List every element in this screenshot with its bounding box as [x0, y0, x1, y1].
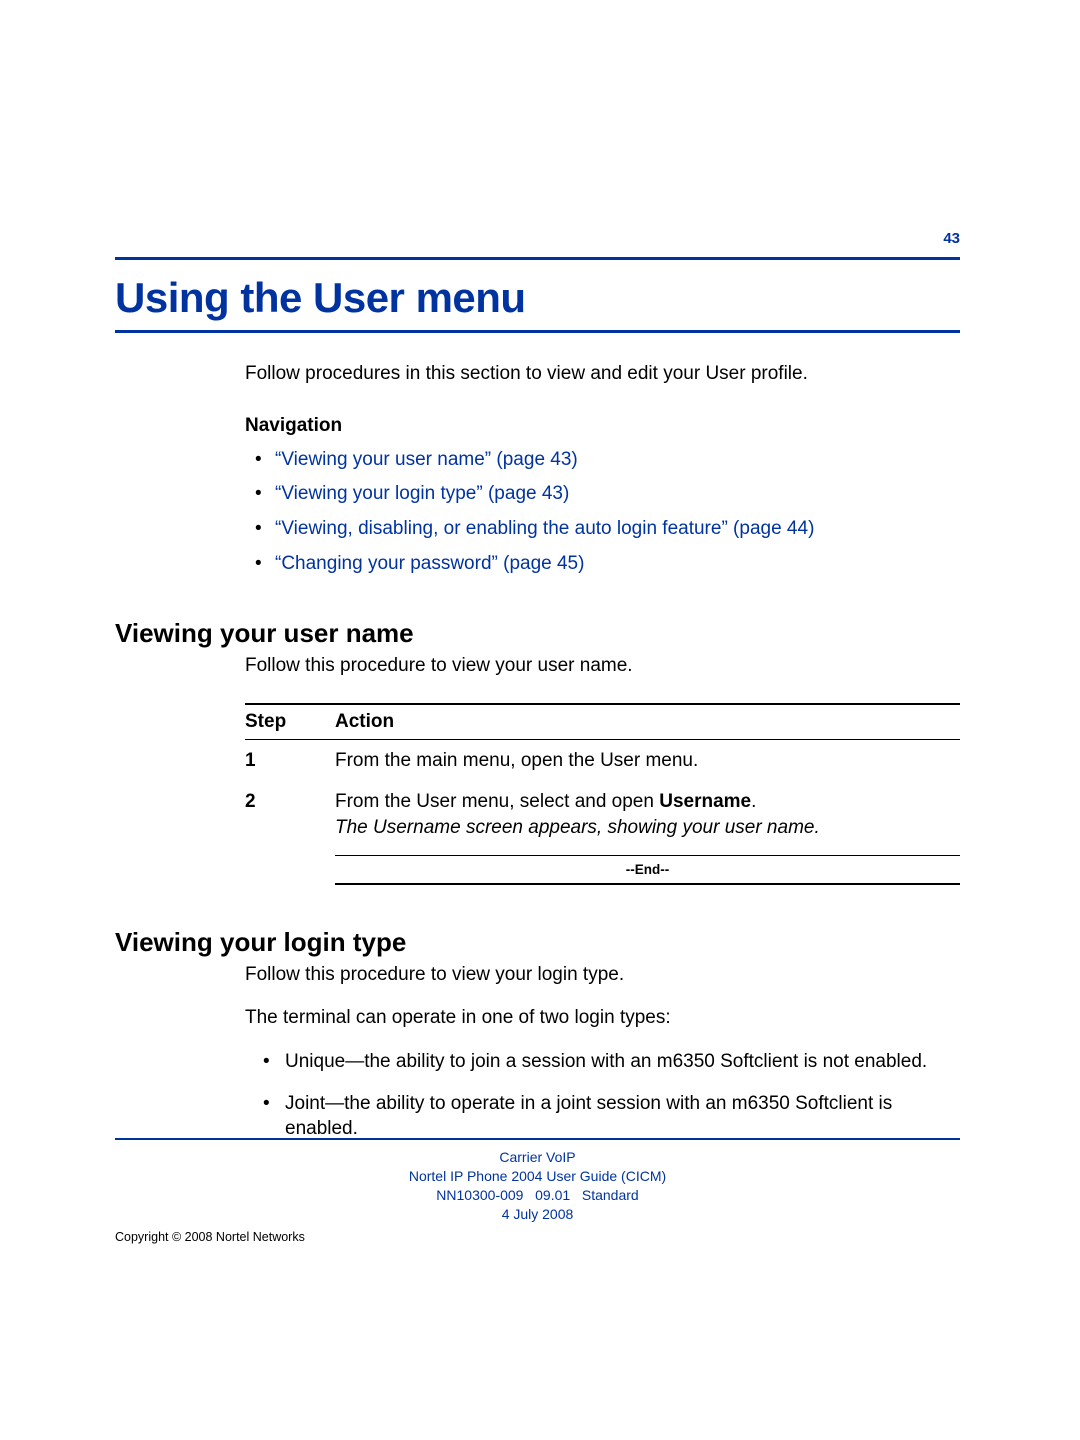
page-title: Using the User menu	[115, 274, 960, 322]
action-bold: Username	[659, 791, 751, 812]
list-item: Joint—the ability to operate in a joint …	[245, 1091, 960, 1142]
intro-block: Follow procedures in this section to vie…	[245, 361, 960, 576]
table-rule	[335, 883, 960, 885]
step-number: 1	[245, 748, 335, 774]
footer-line1: Carrier VoIP	[115, 1148, 960, 1167]
section2-intro: Follow this procedure to view your login…	[245, 962, 960, 988]
footer-rule	[115, 1138, 960, 1140]
step-table: Step Action 1 From the main menu, open t…	[245, 703, 960, 885]
nav-link[interactable]: “Viewing your login type” (page 43)	[275, 483, 569, 504]
step-action: From the User menu, select and open User…	[335, 789, 960, 840]
footer-standard: Standard	[582, 1187, 639, 1203]
navigation-list: “Viewing your user name” (page 43) “View…	[245, 447, 960, 577]
nav-link[interactable]: “Changing your password” (page 45)	[275, 553, 584, 574]
section-heading-username: Viewing your user name	[115, 618, 960, 649]
footer-line4: 4 July 2008	[115, 1205, 960, 1224]
end-label: --End--	[335, 856, 960, 883]
nav-link[interactable]: “Viewing, disabling, or enabling the aut…	[275, 518, 814, 539]
page-content: 43 Using the User menu Follow procedures…	[115, 230, 960, 1158]
section-heading-logintype: Viewing your login type	[115, 927, 960, 958]
footer-line3: NN10300-009 09.01 Standard	[115, 1186, 960, 1205]
footer-line2: Nortel IP Phone 2004 User Guide (CICM)	[115, 1167, 960, 1186]
nav-link[interactable]: “Viewing your user name” (page 43)	[275, 449, 578, 470]
login-type-list: Unique—the ability to join a session wit…	[245, 1049, 960, 1142]
table-row: 2 From the User menu, select and open Us…	[245, 781, 960, 848]
table-row: 1 From the main menu, open the User menu…	[245, 740, 960, 782]
action-result: The Username screen appears, showing you…	[335, 817, 820, 838]
footer-version: 09.01	[535, 1187, 570, 1203]
navigation-heading: Navigation	[245, 415, 960, 437]
step-action: From the main menu, open the User menu.	[335, 748, 960, 774]
section2-para2: The terminal can operate in one of two l…	[245, 1005, 960, 1031]
section1-intro: Follow this procedure to view your user …	[245, 653, 960, 679]
list-item: Unique—the ability to join a session wit…	[245, 1049, 960, 1075]
intro-text: Follow procedures in this section to vie…	[245, 361, 960, 387]
action-text: From the User menu, select and open	[335, 791, 659, 812]
title-rule-bottom	[115, 330, 960, 333]
step-number: 2	[245, 789, 335, 840]
section1-body: Follow this procedure to view your user …	[245, 653, 960, 885]
action-text: .	[751, 791, 756, 812]
footer-docnum: NN10300-009	[436, 1187, 523, 1203]
page-number: 43	[115, 230, 960, 247]
section2-body: Follow this procedure to view your login…	[245, 962, 960, 1142]
footer-center: Carrier VoIP Nortel IP Phone 2004 User G…	[115, 1148, 960, 1224]
title-rule-top	[115, 257, 960, 260]
table-header: Step Action	[245, 705, 960, 739]
page-footer: Carrier VoIP Nortel IP Phone 2004 User G…	[115, 1138, 960, 1244]
footer-copyright: Copyright © 2008 Nortel Networks	[115, 1230, 960, 1244]
col-header-step: Step	[245, 711, 335, 733]
col-header-action: Action	[335, 711, 960, 733]
end-block: --End--	[335, 855, 960, 885]
